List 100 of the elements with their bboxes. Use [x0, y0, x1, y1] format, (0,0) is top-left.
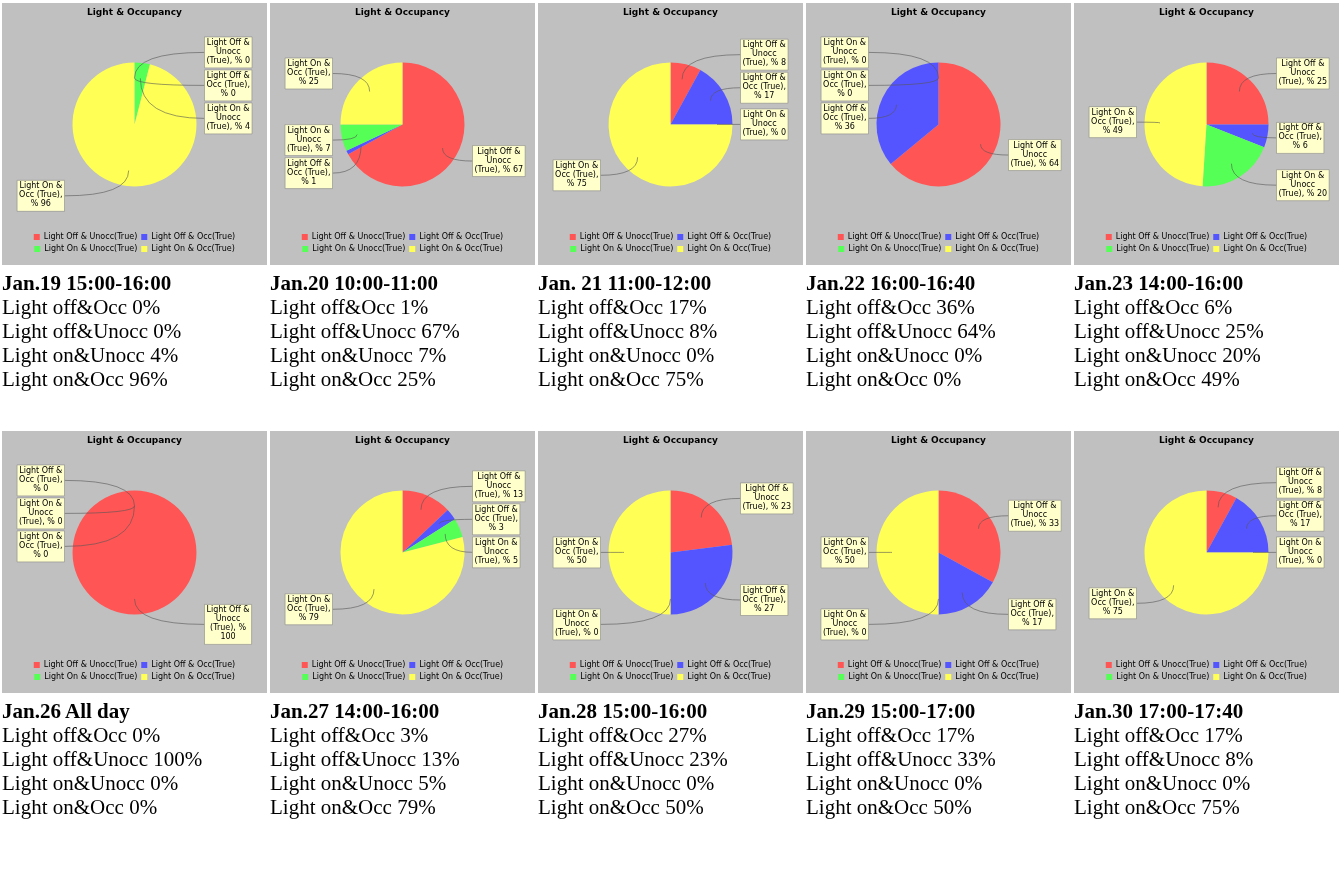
data-label: Light On & Occ (True), % 75 — [555, 160, 599, 188]
text: Light on&Occ 0% — [2, 795, 159, 819]
legend-label: Light Off & Unocc(True) — [1115, 232, 1210, 242]
legend-label: Light On & Unocc(True) — [1116, 672, 1210, 682]
text: Light on&Occ 25% — [270, 367, 437, 391]
text: Light off&Occ 0% — [2, 723, 162, 747]
legend-label: Light On & Unocc(True) — [44, 672, 138, 682]
text: Light on&Occ 79% — [270, 795, 437, 819]
legend-label: Light Off & Occ(True) — [419, 232, 504, 242]
legend-label: Light On & Unocc(True) — [1116, 244, 1210, 254]
data-label: Light Off & Unocc (True), % 23 — [742, 483, 792, 511]
legend-label: Light Off & Unocc(True) — [579, 660, 674, 670]
legend-label: Light Off & Unocc(True) — [311, 660, 406, 670]
legend-label: Light On & Occ(True) — [419, 244, 503, 254]
data-label: Light Off & Occ (True), % 17 — [1278, 501, 1322, 529]
legend-label: Light On & Occ(True) — [419, 672, 503, 682]
text: Light On & Unocc (True), % 0 — [1278, 537, 1323, 565]
text: Light on&Occ 96% — [2, 367, 169, 391]
chart-title: Light & Occupancy — [1159, 434, 1255, 445]
data-label: Light Off & Unocc (True), % 67 — [474, 146, 524, 174]
chart-title: Light & Occupancy — [87, 434, 183, 445]
legend-label: Light On & Occ(True) — [955, 672, 1039, 682]
legend-label: Light Off & Occ(True) — [955, 660, 1040, 670]
text: Jan. 21 11:00-12:00 — [538, 271, 713, 295]
legend-label: Light On & Occ(True) — [955, 244, 1039, 254]
legend-label: Light Off & Unocc(True) — [847, 660, 942, 670]
data-label: Light Off & Occ (True), % 1 — [287, 158, 331, 186]
text: Jan.27 14:00-16:00 — [270, 699, 441, 723]
legend-label: Light Off & Occ(True) — [955, 232, 1040, 242]
text: Light Off & Occ (True), % 0 — [19, 465, 63, 493]
text: Light off&Occ 27% — [538, 723, 708, 747]
legend-label: Light Off & Occ(True) — [687, 660, 772, 670]
data-label: Light On & Unocc (True), % 5 — [474, 537, 519, 565]
text: Light off&Occ 36% — [806, 295, 976, 319]
text: Light on&Occ 75% — [538, 367, 705, 391]
text: Light Off & Occ (True), % 0 — [206, 70, 250, 98]
text: Light on&Unocc 0% — [806, 771, 984, 795]
legend-label: Light Off & Occ(True) — [1223, 232, 1308, 242]
text: Light off&Unocc 13% — [270, 747, 461, 771]
text: Light off&Unocc 33% — [806, 747, 997, 771]
text: Light off&Occ 17% — [538, 295, 708, 319]
data-label: Light Off & Unocc (True), % 8 — [1278, 468, 1323, 496]
chart-title: Light & Occupancy — [355, 6, 451, 17]
text: Light off&Occ 17% — [806, 723, 976, 747]
chart-title: Light & Occupancy — [623, 6, 719, 17]
chart-title: Light & Occupancy — [623, 434, 719, 445]
text: Light on&Occ 75% — [1074, 795, 1241, 819]
text: Light On & Occ (True), % 0 — [19, 531, 63, 559]
data-label: Light Off & Occ (True), % 17 — [1010, 599, 1054, 627]
chart-title: Light & Occupancy — [891, 6, 987, 17]
data-label: Light Off & Unocc (True), % 8 — [742, 40, 787, 68]
text: Jan.26 All day — [2, 699, 131, 723]
text: Light off&Unocc 67% — [270, 319, 461, 343]
text: Light off&Occ 6% — [1074, 295, 1234, 319]
text: Light on&Unocc 4% — [2, 343, 180, 367]
text: Light off&Occ 0% — [2, 295, 162, 319]
legend-label: Light On & Occ(True) — [687, 244, 771, 254]
legend-label: Light On & Unocc(True) — [312, 672, 406, 682]
data-label: Light On & Unocc (True), % 20 — [1278, 170, 1328, 198]
legend-label: Light On & Occ(True) — [151, 244, 235, 254]
legend-label: Light On & Unocc(True) — [848, 672, 942, 682]
data-label: Light Off & Unocc (True), % 25 — [1278, 59, 1328, 87]
text: Light off&Occ 17% — [1074, 723, 1244, 747]
text: Jan.22 16:00-16:40 — [806, 271, 977, 295]
legend-label: Light Off & Occ(True) — [151, 232, 236, 242]
legend-label: Light On & Unocc(True) — [580, 244, 674, 254]
text: Light on&Unocc 0% — [1074, 771, 1252, 795]
data-label: Light Off & Occ (True), % 27 — [742, 585, 786, 613]
legend-label: Light Off & Occ(True) — [1223, 660, 1308, 670]
text: Light off&Unocc 23% — [538, 747, 729, 771]
text: Light off&Occ 1% — [270, 295, 430, 319]
legend-label: Light On & Unocc(True) — [312, 244, 406, 254]
text: Light off&Unocc 25% — [1074, 319, 1265, 343]
legend-label: Light Off & Occ(True) — [151, 660, 236, 670]
text: Light On & Unocc (True), % 0 — [18, 498, 63, 526]
text: Light off&Occ 3% — [270, 723, 430, 747]
legend-label: Light On & Unocc(True) — [580, 672, 674, 682]
data-label: Light On & Unocc (True), % 4 — [206, 103, 251, 131]
data-label: Light On & Occ (True), % 50 — [823, 537, 867, 565]
legend-label: Light On & Occ(True) — [687, 672, 771, 682]
legend-label: Light On & Occ(True) — [1223, 244, 1307, 254]
chart-title: Light & Occupancy — [355, 434, 451, 445]
text: Jan.20 10:00-11:00 — [270, 271, 439, 295]
text: Jan.29 15:00-17:00 — [806, 699, 977, 723]
text: Light on&Occ 49% — [1074, 367, 1241, 391]
legend-label: Light On & Unocc(True) — [44, 244, 138, 254]
text: Light on&Unocc 7% — [270, 343, 448, 367]
data-label: Light Off & Unocc (True), % 33 — [1010, 501, 1060, 529]
legend-label: Light Off & Occ(True) — [687, 232, 772, 242]
text: Jan.23 14:00-16:00 — [1074, 271, 1245, 295]
text: Jan.19 15:00-16:00 — [2, 271, 173, 295]
text: Light off&Unocc 8% — [538, 319, 719, 343]
text: Jan.30 17:00-17:40 — [1074, 699, 1245, 723]
legend-label: Light Off & Unocc(True) — [43, 232, 138, 242]
data-label: Light Off & Unocc (True), % 13 — [474, 471, 524, 499]
text: Light off&Unocc 100% — [2, 747, 204, 771]
data-label: Light On & Occ (True), % 50 — [555, 537, 599, 565]
chart-title: Light & Occupancy — [1159, 6, 1255, 17]
data-label: Light Off & Unocc (True), % 100 — [206, 605, 250, 642]
chart-title: Light & Occupancy — [891, 434, 987, 445]
